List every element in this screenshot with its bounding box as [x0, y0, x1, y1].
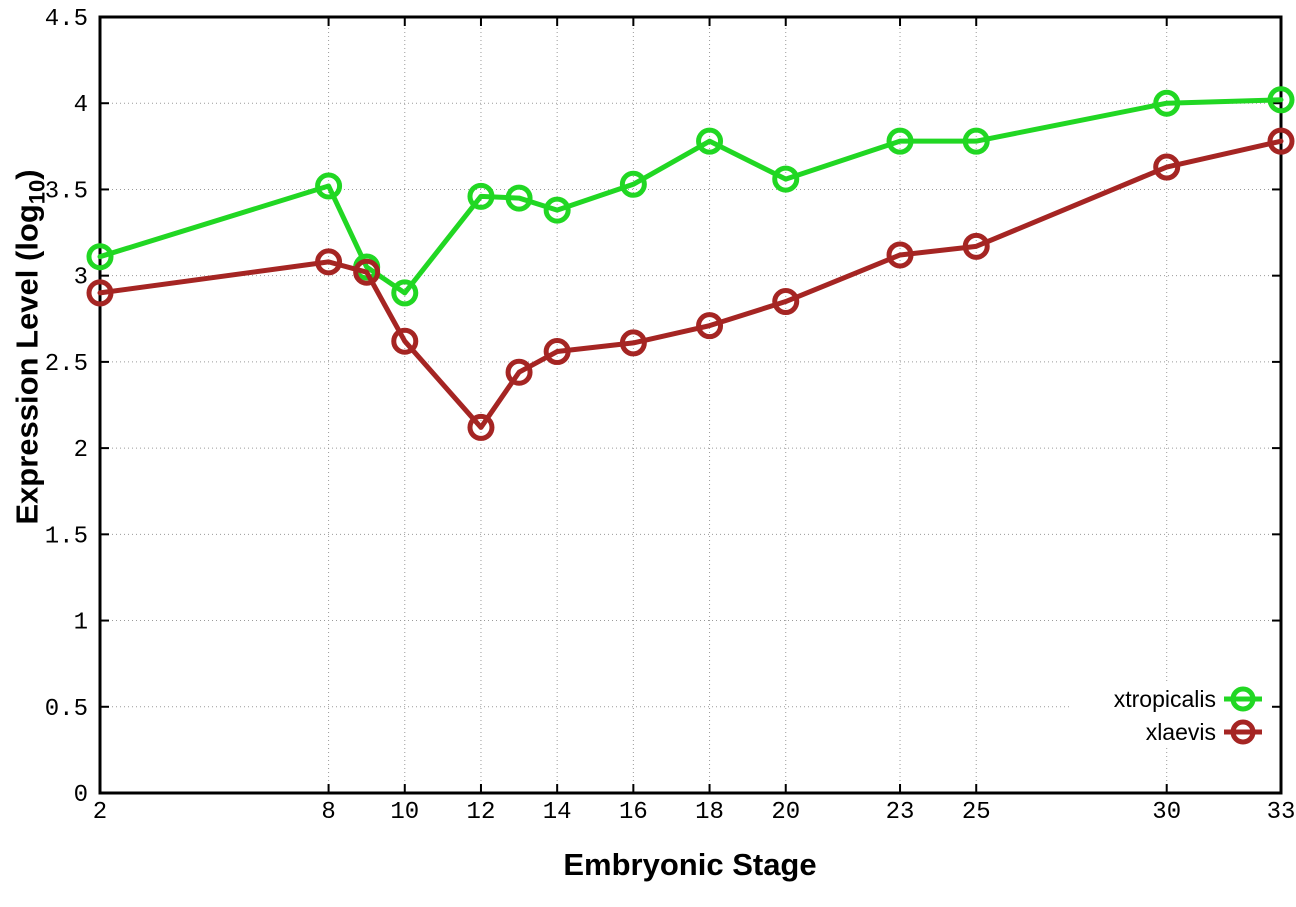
marker-xlaevis-18 — [696, 312, 724, 340]
y-tick-label-3.5: 3.5 — [45, 178, 88, 205]
legend: xtropicalis xlaevis — [1114, 686, 1262, 745]
marker-xlaevis-25 — [962, 232, 990, 260]
marker-xlaevis-16 — [619, 329, 647, 357]
legend-marker-xlaevis — [1230, 719, 1256, 745]
marker-xtropicalis-18 — [696, 127, 724, 155]
marker-xlaevis-8 — [315, 248, 343, 276]
x-tick-label-12: 12 — [467, 799, 496, 826]
tick-marks — [99, 16, 1282, 794]
marker-xlaevis-20 — [772, 288, 800, 316]
marker-xtropicalis-10 — [391, 279, 419, 307]
marker-xtropicalis-14 — [543, 196, 571, 224]
y-tick-label-0.5: 0.5 — [45, 696, 88, 723]
marker-xlaevis-2 — [86, 279, 114, 307]
x-tick-label-18: 18 — [695, 799, 724, 826]
x-tick-label-16: 16 — [619, 799, 648, 826]
x-tick-label-23: 23 — [886, 799, 915, 826]
marker-xtropicalis-8 — [315, 172, 343, 200]
marker-xlaevis-23 — [886, 241, 914, 269]
marker-xlaevis-9 — [353, 258, 381, 286]
legend-label-xtropicalis: xtropicalis — [1114, 686, 1216, 712]
y-tick-label-4: 4 — [74, 92, 88, 119]
marker-xtropicalis-13 — [505, 184, 533, 212]
marker-xtropicalis-30 — [1153, 89, 1181, 117]
x-tick-labels: 2 8 10 12 14 16 18 20 23 25 30 33 — [93, 799, 1296, 826]
marker-xtropicalis-20 — [772, 165, 800, 193]
y-tick-label-2.5: 2.5 — [45, 351, 88, 378]
y-axis-title-subscript: 10 — [24, 179, 50, 205]
series-xlaevis — [86, 127, 1295, 441]
marker-xlaevis-33 — [1267, 127, 1295, 155]
y-tick-labels: 0 0.5 1 1.5 2 2.5 3 3.5 4 4.5 — [45, 6, 88, 809]
marker-xlaevis-13 — [505, 358, 533, 386]
marker-xlaevis-14 — [543, 338, 571, 366]
x-axis-title: Embryonic Stage — [563, 847, 817, 882]
marker-xtropicalis-33 — [1267, 86, 1295, 114]
marker-xlaevis-10 — [391, 327, 419, 355]
x-tick-label-14: 14 — [543, 799, 572, 826]
legend-marker-xtropicalis — [1230, 686, 1256, 712]
y-axis-title-close: ) — [9, 169, 45, 180]
y-axis-title-text: Expression Level (log — [9, 204, 45, 525]
legend-item-xlaevis: xlaevis — [1146, 719, 1262, 745]
x-tick-label-33: 33 — [1267, 799, 1296, 826]
x-tick-label-20: 20 — [771, 799, 800, 826]
marker-xtropicalis-23 — [886, 127, 914, 155]
marker-xlaevis-12 — [467, 413, 495, 441]
legend-item-xtropicalis: xtropicalis — [1114, 686, 1262, 712]
marker-xtropicalis-2 — [86, 243, 114, 271]
marker-xtropicalis-12 — [467, 182, 495, 210]
x-tick-label-8: 8 — [321, 799, 335, 826]
y-tick-label-0: 0 — [74, 782, 88, 809]
y-tick-label-1: 1 — [74, 610, 88, 637]
plot-border — [98, 15, 1283, 795]
marker-xtropicalis-16 — [619, 170, 647, 198]
y-tick-label-1.5: 1.5 — [45, 523, 88, 550]
x-tick-label-30: 30 — [1152, 799, 1181, 826]
marker-xtropicalis-25 — [962, 127, 990, 155]
x-tick-label-10: 10 — [390, 799, 419, 826]
y-tick-label-3: 3 — [74, 265, 88, 292]
marker-xlaevis-30 — [1153, 153, 1181, 181]
x-tick-label-25: 25 — [962, 799, 991, 826]
y-tick-label-4.5: 4.5 — [45, 6, 88, 33]
y-axis-title: Expression Level (log10) — [10, 169, 51, 524]
legend-label-xlaevis: xlaevis — [1146, 719, 1216, 745]
y-tick-label-2: 2 — [74, 437, 88, 464]
x-tick-label-2: 2 — [93, 799, 107, 826]
